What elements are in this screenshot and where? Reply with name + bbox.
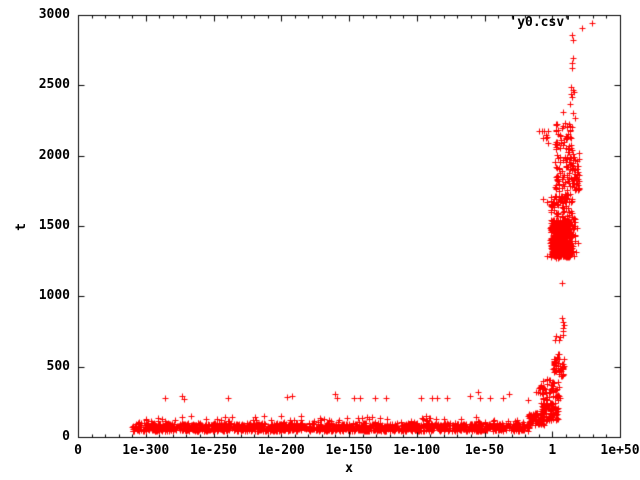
y-tick-label: 2000: [38, 147, 70, 163]
y-tick-label: 2500: [38, 77, 70, 93]
legend-series-label: 'y0.csv': [509, 15, 572, 30]
y-tick-label: 1000: [38, 288, 70, 304]
y-tick-label: 1500: [38, 218, 70, 233]
x-tick-label: 1e-200: [257, 443, 305, 458]
y-tick-label: 0: [62, 429, 70, 444]
x-tick-label: 1e-250: [190, 443, 237, 458]
y-tick-label: 500: [46, 358, 70, 374]
y-tick-label: 3000: [38, 7, 70, 22]
x-tick-label: 1: [548, 443, 557, 458]
x-tick-label: 1e-300: [122, 443, 170, 458]
x-axis-title: x: [345, 461, 353, 476]
x-tick-label: 1e-50: [464, 443, 505, 458]
x-tick-label: 1e-100: [393, 443, 441, 458]
x-tick-label: 1e+50: [600, 443, 640, 458]
x-tick-label: 0: [74, 443, 82, 458]
x-tick-label: 1e-150: [325, 443, 373, 458]
